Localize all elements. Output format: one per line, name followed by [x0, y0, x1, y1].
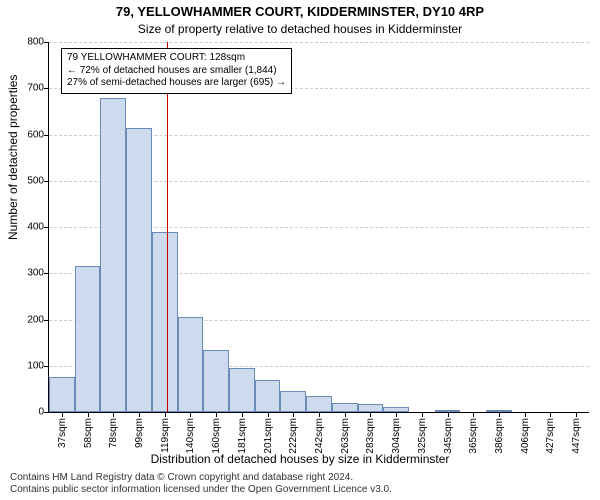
xtick-mark: [448, 412, 449, 417]
histogram-bar: [229, 368, 255, 412]
xtick-label: 160sqm: [211, 418, 222, 454]
ytick-mark: [44, 135, 49, 136]
attribution-text: Contains HM Land Registry data © Crown c…: [10, 472, 392, 496]
xtick-label: 427sqm: [545, 418, 556, 454]
xtick-label: 447sqm: [571, 418, 582, 454]
xtick-mark: [345, 412, 346, 417]
xtick-mark: [576, 412, 577, 417]
xtick-label: 181sqm: [237, 418, 248, 454]
ytick-mark: [44, 412, 49, 413]
plot-area: 79 YELLOWHAMMER COURT: 128sqm← 72% of de…: [48, 42, 589, 413]
ytick-mark: [44, 181, 49, 182]
ytick-label: 600: [14, 129, 44, 140]
xtick-label: 304sqm: [391, 418, 402, 454]
ytick-label: 100: [14, 360, 44, 371]
xtick-mark: [525, 412, 526, 417]
ytick-label: 500: [14, 175, 44, 186]
xtick-mark: [88, 412, 89, 417]
histogram-bar: [332, 403, 358, 412]
ytick-label: 0: [14, 407, 44, 418]
xtick-label: 222sqm: [288, 418, 299, 454]
xtick-label: 37sqm: [57, 418, 68, 448]
xtick-label: 345sqm: [443, 418, 454, 454]
xtick-mark: [396, 412, 397, 417]
histogram-bar: [49, 377, 75, 412]
xtick-label: 386sqm: [494, 418, 505, 454]
xtick-label: 242sqm: [314, 418, 325, 454]
xtick-mark: [370, 412, 371, 417]
ytick-mark: [44, 88, 49, 89]
xtick-label: 58sqm: [83, 418, 94, 448]
attribution-line2: Contains public sector information licen…: [10, 484, 392, 496]
xtick-mark: [165, 412, 166, 417]
ytick-mark: [44, 366, 49, 367]
ytick-label: 400: [14, 222, 44, 233]
annotation-line: ← 72% of detached houses are smaller (1,…: [67, 65, 286, 78]
xtick-mark: [62, 412, 63, 417]
histogram-bar: [306, 396, 332, 412]
xtick-mark: [293, 412, 294, 417]
xtick-label: 325sqm: [417, 418, 428, 454]
xtick-label: 119sqm: [160, 418, 171, 453]
ytick-mark: [44, 227, 49, 228]
xtick-mark: [268, 412, 269, 417]
chart-title: 79, YELLOWHAMMER COURT, KIDDERMINSTER, D…: [0, 4, 600, 19]
xtick-label: 406sqm: [520, 418, 531, 454]
histogram-bar: [152, 232, 178, 412]
chart-subtitle: Size of property relative to detached ho…: [0, 22, 600, 36]
histogram-bar: [203, 350, 229, 412]
histogram-bar: [100, 98, 126, 413]
xtick-mark: [190, 412, 191, 417]
ytick-mark: [44, 320, 49, 321]
xtick-label: 365sqm: [468, 418, 479, 454]
x-axis-label: Distribution of detached houses by size …: [0, 452, 600, 466]
ytick-label: 700: [14, 83, 44, 94]
annotation-line: 27% of semi-detached houses are larger (…: [67, 77, 286, 90]
xtick-mark: [550, 412, 551, 417]
gridline: [49, 42, 589, 43]
annotation-box: 79 YELLOWHAMMER COURT: 128sqm← 72% of de…: [61, 48, 292, 94]
xtick-label: 99sqm: [134, 418, 145, 448]
attribution-line1: Contains HM Land Registry data © Crown c…: [10, 472, 392, 484]
histogram-bar: [280, 391, 306, 412]
chart-container: 79, YELLOWHAMMER COURT, KIDDERMINSTER, D…: [0, 0, 600, 500]
xtick-mark: [139, 412, 140, 417]
xtick-mark: [216, 412, 217, 417]
xtick-mark: [499, 412, 500, 417]
xtick-label: 201sqm: [263, 418, 274, 454]
xtick-label: 263sqm: [340, 418, 351, 454]
reference-line: [167, 42, 168, 412]
xtick-label: 78sqm: [108, 418, 119, 448]
histogram-bar: [178, 317, 204, 412]
xtick-mark: [242, 412, 243, 417]
xtick-mark: [422, 412, 423, 417]
xtick-mark: [319, 412, 320, 417]
histogram-bar: [75, 266, 101, 412]
xtick-mark: [473, 412, 474, 417]
histogram-bar: [358, 404, 384, 412]
xtick-label: 283sqm: [365, 418, 376, 454]
y-axis-label: Number of detached properties: [6, 75, 20, 240]
xtick-label: 140sqm: [185, 418, 196, 454]
xtick-mark: [113, 412, 114, 417]
histogram-bar: [126, 128, 152, 412]
histogram-bar: [255, 380, 281, 412]
ytick-mark: [44, 273, 49, 274]
ytick-label: 300: [14, 268, 44, 279]
ytick-label: 800: [14, 37, 44, 48]
annotation-line: 79 YELLOWHAMMER COURT: 128sqm: [67, 52, 286, 65]
ytick-mark: [44, 42, 49, 43]
ytick-label: 200: [14, 314, 44, 325]
